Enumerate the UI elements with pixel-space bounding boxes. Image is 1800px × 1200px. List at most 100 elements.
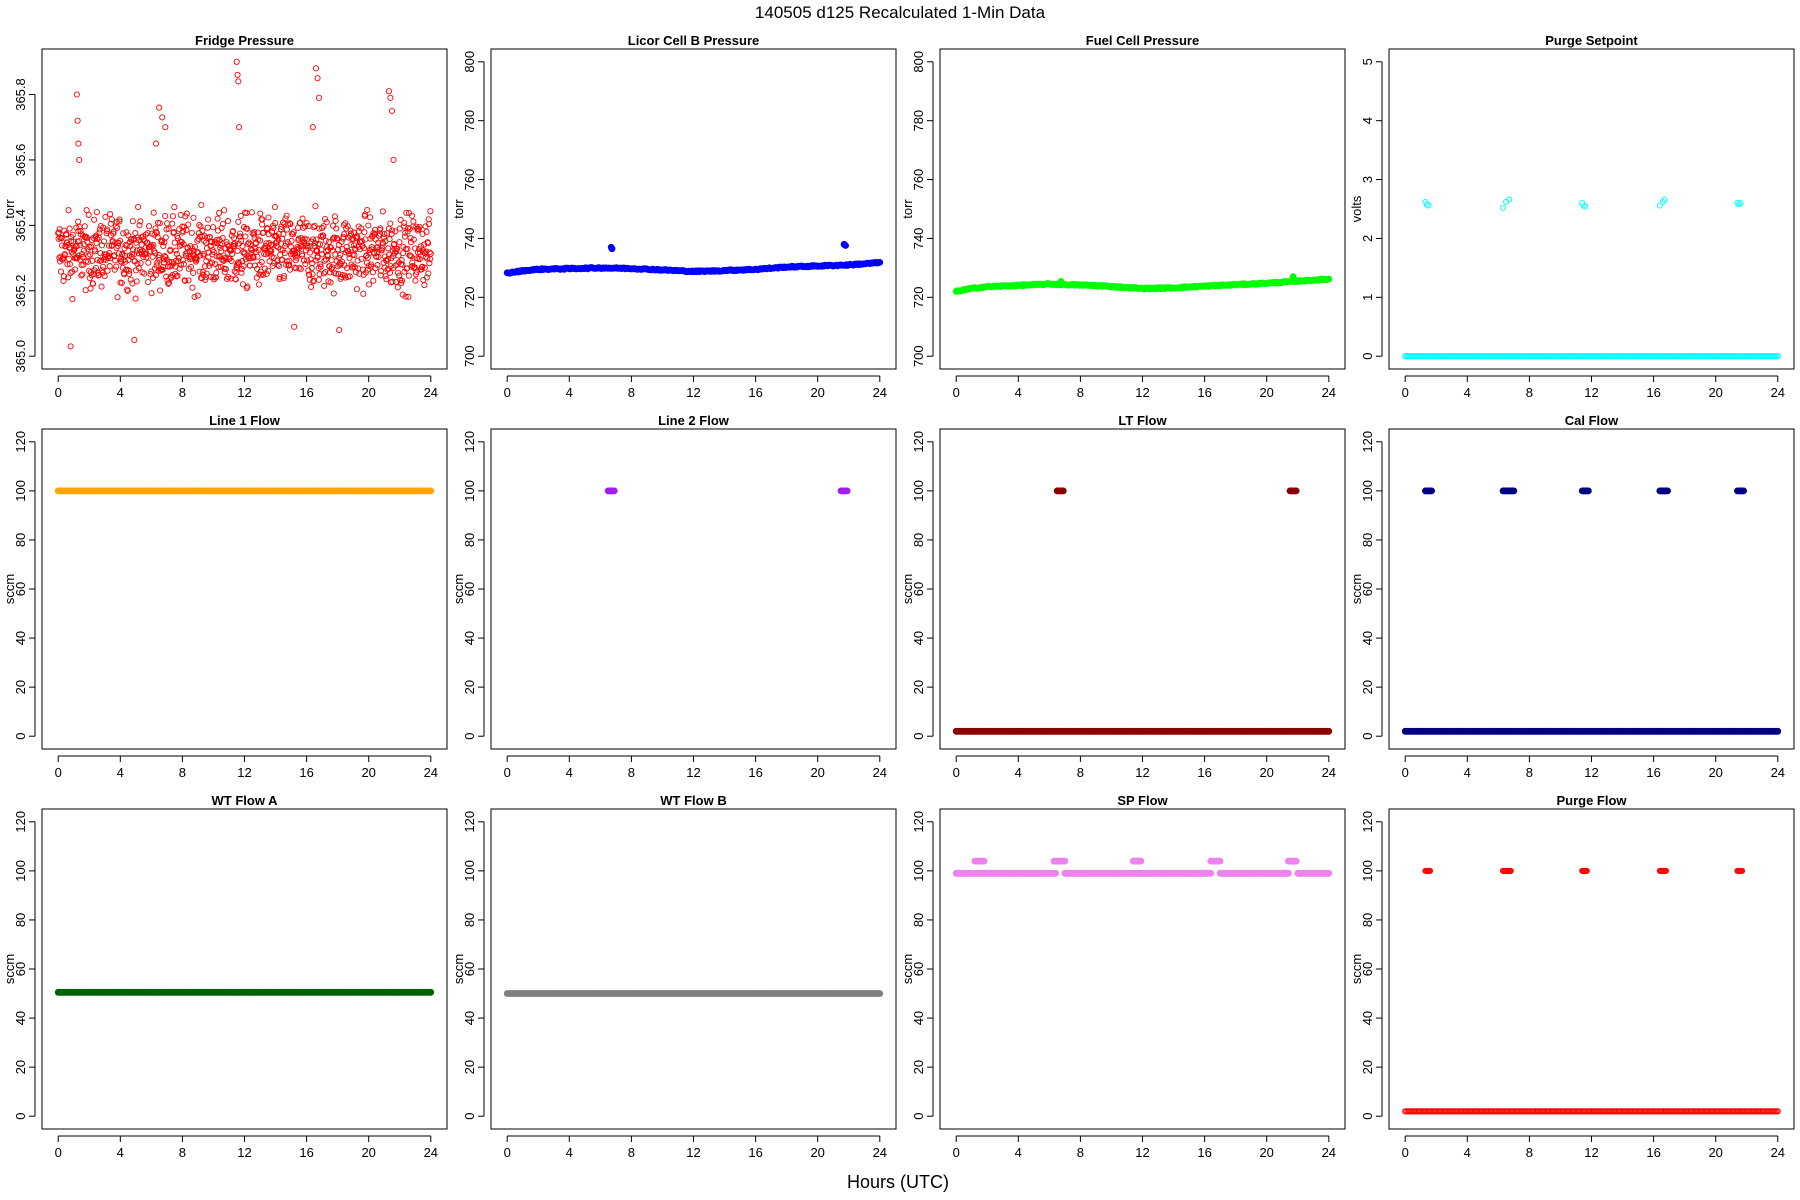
y-tick-label: 365.8: [13, 78, 28, 111]
data-point: [123, 229, 130, 236]
data-point: [59, 242, 66, 249]
data-point: [96, 229, 103, 236]
plot-frame: [490, 48, 897, 370]
data-point: [123, 242, 130, 249]
data-point: [97, 250, 104, 257]
x-tick-label: 16: [1646, 385, 1660, 400]
data-point: [138, 241, 145, 248]
data-point: [150, 242, 157, 249]
data-point: [236, 124, 243, 131]
data-point: [193, 255, 200, 262]
data-point: [1737, 200, 1744, 207]
data-point: [212, 260, 219, 268]
x-tick-label: 24: [1322, 765, 1336, 780]
data-point: [288, 237, 295, 244]
y-tick-label: 60: [13, 582, 28, 596]
data-point: [172, 247, 179, 254]
data-point: [198, 275, 205, 282]
y-tick-label: 100: [462, 860, 477, 882]
data-point: [156, 104, 163, 111]
data-point: [382, 257, 390, 264]
data-point: [188, 229, 195, 236]
data-point: [1735, 201, 1743, 208]
data-point: [246, 262, 254, 269]
y-axis-label: torr: [900, 199, 915, 219]
data-point: [173, 273, 180, 280]
y-tick-label: 700: [911, 345, 926, 367]
data-point: [248, 209, 255, 216]
panel-title: Fuel Cell Pressure: [1086, 33, 1199, 48]
data-point: [332, 217, 339, 224]
data-point: [425, 270, 432, 277]
data-point: [385, 245, 392, 252]
data-point: [146, 223, 153, 230]
panel-title: Line 2 Flow: [658, 413, 730, 428]
data-point: [205, 216, 212, 223]
data-point: [267, 250, 274, 257]
x-tick-label: 12: [686, 765, 700, 780]
y-tick-label: 800: [911, 51, 926, 73]
x-tick-label: 4: [1464, 1145, 1471, 1160]
y-tick-label: 780: [462, 110, 477, 132]
y-tick-label: 80: [1360, 913, 1375, 927]
data-point: [275, 236, 282, 243]
data-point: [378, 267, 385, 275]
data-point: [1656, 202, 1663, 209]
data-point: [353, 286, 360, 293]
data-point: [244, 240, 251, 248]
data-point: [843, 487, 851, 495]
x-tick-label: 0: [1402, 385, 1409, 400]
data-point: [190, 269, 197, 276]
data-point: [82, 287, 89, 294]
data-point: [116, 237, 124, 244]
data-point: [427, 208, 434, 215]
data-point: [233, 58, 240, 65]
data-point: [148, 290, 155, 297]
y-tick-label: 40: [462, 631, 477, 645]
data-point: [1325, 727, 1333, 735]
data-point: [224, 218, 232, 225]
x-tick-label: 24: [1771, 385, 1785, 400]
data-point: [380, 234, 387, 241]
data-point: [392, 228, 399, 235]
data-point: [401, 219, 408, 227]
data-point: [337, 251, 344, 259]
data-point: [89, 280, 97, 287]
data-point: [179, 257, 186, 264]
data-point: [381, 231, 388, 238]
data-point: [266, 240, 273, 247]
x-tick-label: 20: [810, 1145, 824, 1160]
data-point: [370, 277, 377, 284]
data-point: [1662, 867, 1670, 874]
data-point: [113, 263, 120, 270]
y-tick-label: 4: [1360, 117, 1375, 124]
y-tick-label: 80: [462, 913, 477, 927]
data-point: [280, 231, 287, 238]
y-tick-label: 0: [1360, 1113, 1375, 1120]
data-point: [64, 261, 71, 268]
data-point: [67, 238, 75, 245]
data-point: [227, 247, 234, 254]
data-point: [310, 278, 317, 285]
data-point: [282, 215, 289, 222]
data-point: [416, 223, 423, 230]
data-point: [309, 271, 316, 278]
data-point: [403, 209, 410, 216]
data-point: [1425, 202, 1432, 209]
x-tick-label: 16: [1197, 765, 1211, 780]
data-point: [201, 263, 208, 270]
y-tick-label: 120: [1360, 811, 1375, 833]
data-point: [286, 220, 293, 227]
data-point: [1740, 487, 1747, 495]
data-points: [54, 988, 435, 996]
data-point: [306, 249, 314, 256]
data-point: [294, 243, 301, 250]
data-point: [423, 228, 430, 235]
data-point: [74, 117, 81, 124]
y-tick-label: 0: [1360, 353, 1375, 360]
data-point: [237, 230, 244, 237]
data-point: [102, 213, 109, 220]
y-tick-label: 100: [13, 480, 28, 502]
y-tick-label: 40: [1360, 631, 1375, 645]
